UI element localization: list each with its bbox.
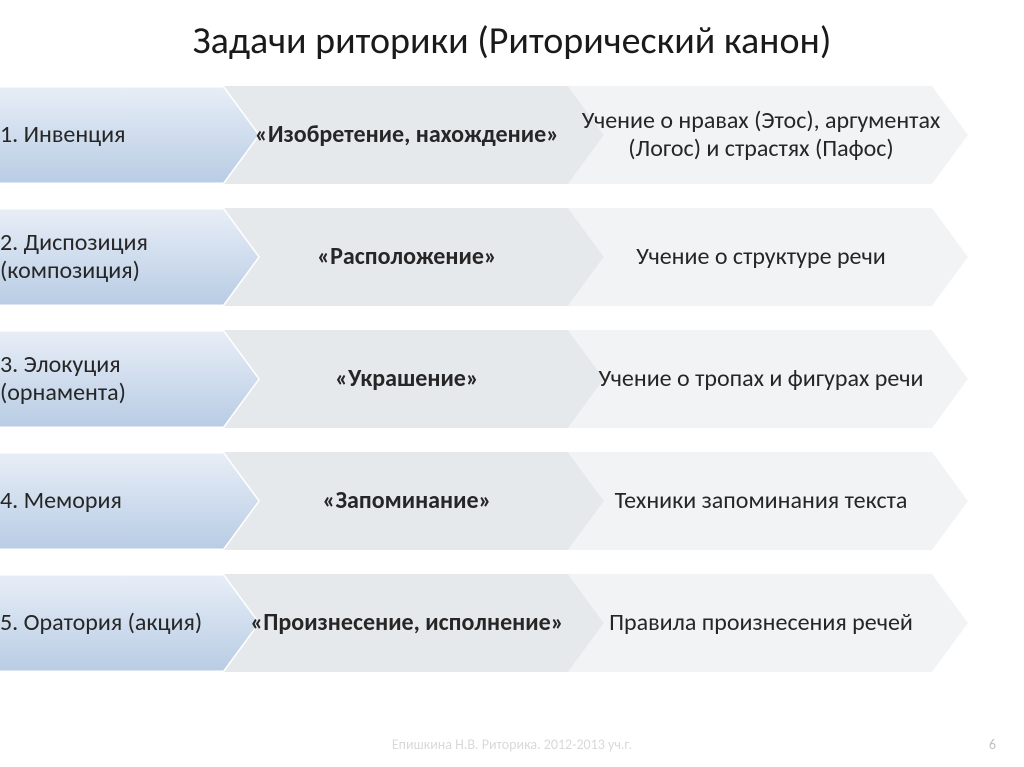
- stage-description-label: Учение о тропах и фигурах речи: [568, 365, 968, 393]
- stage-translation-label: «Произнесение, исполнение»: [224, 609, 604, 637]
- stage-name-label: 3. Элокуция (орнамента): [0, 351, 260, 406]
- stage-name-chevron: 3. Элокуция (орнамента): [0, 330, 260, 428]
- stage-translation-label: «Изобретение, нахождение»: [224, 121, 604, 149]
- stage-description-label: Правила произнесения речей: [568, 609, 968, 637]
- stage-name-chevron: 5. Оратория (акция): [0, 574, 260, 672]
- stage-name-chevron: 4. Мемория: [0, 452, 260, 550]
- stage-translation-chevron: «Украшение»: [224, 330, 604, 428]
- stage-name-chevron: 2. Диспозиция (композиция): [0, 208, 260, 306]
- diagram-row: 1. Инвенция «Изобретение, нахождение» Уч…: [0, 86, 1024, 184]
- stage-name-chevron: 1. Инвенция: [0, 86, 260, 184]
- stage-name-label: 2. Диспозиция (композиция): [0, 229, 260, 284]
- stage-description-label: Учение о структуре речи: [568, 243, 968, 271]
- stage-translation-chevron: «Расположение»: [224, 208, 604, 306]
- stage-translation-label: «Расположение»: [224, 243, 604, 271]
- stage-translation-chevron: «Произнесение, исполнение»: [224, 574, 604, 672]
- stage-translation-chevron: «Изобретение, нахождение»: [224, 86, 604, 184]
- stage-name-label: 4. Мемория: [0, 487, 142, 515]
- stage-name-label: 1. Инвенция: [0, 121, 146, 149]
- stage-description-chevron: Учение о тропах и фигурах речи: [568, 330, 968, 428]
- stage-description-label: Учение о нравах (Этос), аргументах (Лого…: [568, 107, 968, 162]
- footer-text: Епишкина Н.В. Риторика. 2012-2013 уч.г.: [0, 736, 1024, 753]
- stage-description-chevron: Правила произнесения речей: [568, 574, 968, 672]
- diagram-row: 5. Оратория (акция) «Произнесение, испол…: [0, 574, 1024, 672]
- stage-name-label: 5. Оратория (акция): [0, 609, 222, 637]
- diagram-row: 3. Элокуция (орнамента) «Украшение» Учен…: [0, 330, 1024, 428]
- diagram-row: 2. Диспозиция (композиция) «Расположение…: [0, 208, 1024, 306]
- stage-description-chevron: Учение о структуре речи: [568, 208, 968, 306]
- diagram-rows: 1. Инвенция «Изобретение, нахождение» Уч…: [0, 86, 1024, 672]
- page-title: Задачи риторики (Риторический канон): [0, 0, 1024, 86]
- stage-translation-label: «Украшение»: [224, 365, 604, 393]
- stage-description-chevron: Техники запоминания текста: [568, 452, 968, 550]
- diagram-row: 4. Мемория «Запоминание» Техники запомин…: [0, 452, 1024, 550]
- stage-description-chevron: Учение о нравах (Этос), аргументах (Лого…: [568, 86, 968, 184]
- page-number: 6: [989, 736, 996, 753]
- stage-description-label: Техники запоминания текста: [568, 487, 968, 515]
- stage-translation-chevron: «Запоминание»: [224, 452, 604, 550]
- stage-translation-label: «Запоминание»: [224, 487, 604, 515]
